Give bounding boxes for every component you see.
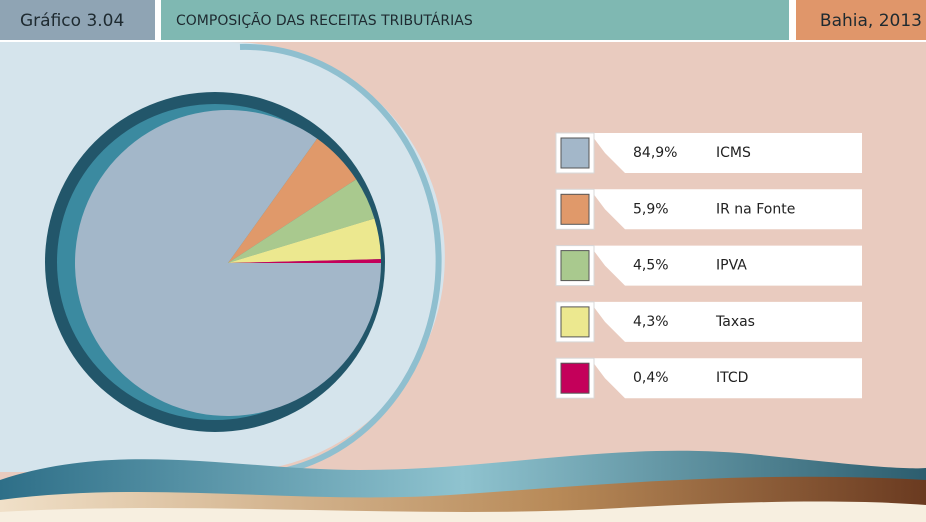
chart-title: COMPOSIÇÃO DAS RECEITAS TRIBUTÁRIAS bbox=[176, 12, 473, 29]
chart-number: Gráfico 3.04 bbox=[20, 11, 124, 31]
legend-swatch bbox=[561, 363, 589, 393]
legend-value: 4,3% bbox=[633, 314, 669, 330]
legend-value: 4,5% bbox=[633, 258, 669, 274]
legend-label: IR na Fonte bbox=[716, 201, 795, 217]
chart-subtitle: Bahia, 2013 bbox=[820, 11, 922, 31]
legend-label: IPVA bbox=[716, 258, 747, 274]
legend-value: 5,9% bbox=[633, 201, 669, 217]
legend-swatch bbox=[561, 307, 589, 337]
legend-swatch bbox=[561, 194, 589, 224]
legend-swatch bbox=[561, 251, 589, 281]
legend-swatch bbox=[561, 138, 589, 168]
legend-value: 84,9% bbox=[633, 145, 677, 161]
legend-label: ICMS bbox=[716, 145, 751, 161]
chart: Gráfico 3.04 COMPOSIÇÃO DAS RECEITAS TRI… bbox=[0, 0, 926, 522]
legend-value: 0,4% bbox=[633, 370, 669, 386]
legend-label: ITCD bbox=[716, 370, 748, 386]
legend-label: Taxas bbox=[715, 314, 755, 330]
